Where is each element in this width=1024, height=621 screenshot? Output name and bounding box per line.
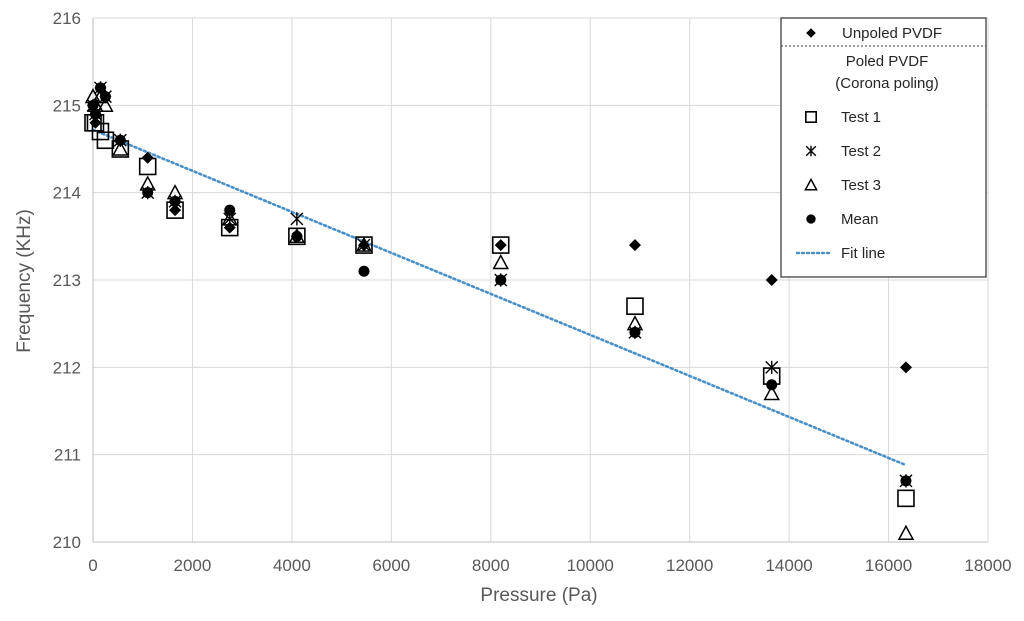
data-point-unpoled-pvdf: [87, 99, 99, 112]
legend-marker-test-1: [804, 111, 817, 124]
data-point-test-3: [112, 140, 129, 156]
data-point-test-3: [492, 253, 509, 270]
x-tick-label: 16000: [865, 556, 912, 575]
y-tick-label: 210: [53, 533, 81, 552]
data-point-unpoled-pvdf: [89, 116, 102, 129]
legend-label-test-1: Test 1: [841, 109, 881, 126]
x-axis-title: Pressure (Pa): [480, 585, 597, 606]
data-point-unpoled-pvdf: [290, 230, 303, 243]
x-tick-label: 14000: [765, 556, 812, 575]
data-point-mean: [900, 475, 912, 487]
data-point-unpoled-pvdf: [223, 221, 236, 234]
data-points: [84, 81, 915, 540]
data-point-unpoled-pvdf: [99, 90, 112, 103]
legend-label-test-2: Test 2: [841, 143, 881, 160]
legend-marker-test-3: [804, 177, 818, 191]
data-point-unpoled-pvdf: [94, 81, 107, 94]
legend-label-fit-line: Fit line: [841, 245, 885, 262]
legend-markers: [795, 28, 832, 255]
x-tick-label: 6000: [372, 556, 410, 575]
data-point-unpoled-pvdf: [899, 361, 912, 374]
data-point-test-1: [491, 236, 510, 254]
data-point-test-2: [290, 212, 304, 226]
legend-marker-mean: [806, 214, 816, 224]
y-tick-label: 214: [53, 184, 81, 203]
data-point-test-3: [97, 96, 114, 113]
y-tick-label: 212: [53, 358, 81, 377]
data-point-mean: [142, 187, 154, 199]
data-point-unpoled-pvdf: [169, 204, 182, 217]
data-point-mean: [629, 326, 641, 338]
y-tick-label: 216: [53, 9, 81, 28]
data-point-mean: [224, 204, 236, 216]
legend-label-mean: Mean: [841, 211, 879, 228]
data-point-mean: [766, 379, 778, 391]
fit-line: [91, 128, 908, 467]
y-axis-title: Frequency (KHz): [14, 209, 35, 353]
legend: Unpoled PVDF Poled PVDF (Corona poling) …: [780, 17, 987, 278]
x-tick-label: 10000: [567, 556, 614, 575]
legend-label-unpoled: Unpoled PVDF: [842, 25, 942, 42]
legend-poled-header-1: Poled PVDF: [846, 53, 929, 70]
legend-poled-header-2: (Corona poling): [835, 75, 938, 92]
x-tick-label: 18000: [964, 556, 1011, 575]
x-tick-label: 4000: [273, 556, 311, 575]
fit-line-layer: [91, 128, 908, 467]
data-point-unpoled-pvdf: [628, 239, 641, 252]
x-tick-label: 12000: [666, 556, 713, 575]
data-point-mean: [358, 265, 370, 277]
data-point-unpoled-pvdf: [494, 239, 507, 252]
legend-marker-unpoled: [806, 28, 816, 38]
data-point-unpoled-pvdf: [141, 151, 154, 164]
data-point-test-1: [897, 489, 915, 508]
x-tick-label: 0: [88, 556, 97, 575]
data-point-test-1: [626, 297, 644, 316]
x-tick-label: 8000: [472, 556, 510, 575]
x-tick-label: 2000: [174, 556, 212, 575]
y-tick-label: 211: [54, 446, 81, 465]
data-point-mean: [495, 274, 507, 286]
data-point-mean: [89, 108, 101, 120]
data-point-unpoled-pvdf: [114, 134, 127, 147]
data-point-unpoled-pvdf: [765, 274, 778, 286]
y-tick-label: 213: [53, 271, 81, 290]
axes: 0 2000 4000 6000 8000 10000 12000 14000 16000 180…: [53, 9, 1012, 575]
legend-label-test-3: Test 3: [841, 177, 881, 194]
data-point-test-3: [897, 524, 915, 540]
data-point-test-2: [765, 360, 779, 374]
data-point-mean: [169, 195, 181, 207]
legend-marker-test-2: [805, 145, 817, 157]
y-tick-label: 215: [53, 96, 81, 115]
data-point-unpoled-pvdf: [357, 239, 370, 252]
data-point-test-3: [763, 384, 780, 401]
